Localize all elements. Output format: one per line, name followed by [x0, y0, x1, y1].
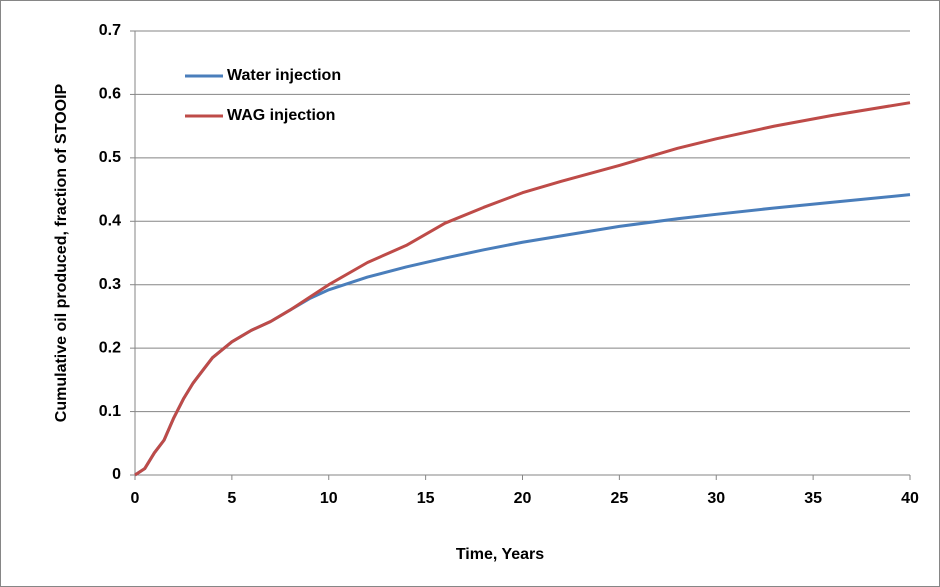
x-tick-label: 30 [707, 490, 725, 507]
y-tick-label: 0 [112, 466, 121, 483]
x-axis-title: Time, Years [456, 546, 544, 563]
x-tick-label: 20 [514, 490, 532, 507]
y-tick-label: 0.5 [99, 149, 121, 166]
legend-label: WAG injection [227, 107, 335, 124]
y-tick-label: 0.4 [99, 213, 121, 230]
series-line [134, 101, 911, 477]
x-tick-label: 35 [804, 490, 822, 507]
legend-label: Water injection [227, 67, 341, 84]
y-tick-label: 0.2 [99, 339, 121, 356]
y-tick-label: 0.3 [99, 276, 121, 293]
x-tick-label: 25 [610, 490, 628, 507]
x-tick-label: 5 [227, 490, 236, 507]
y-tick-label: 0.1 [99, 403, 121, 420]
x-tick-label: 15 [417, 490, 435, 507]
x-tick-label: 40 [901, 490, 919, 507]
y-tick-label: 0.7 [99, 22, 121, 39]
x-tick-label: 0 [131, 490, 140, 507]
y-axis-title: Cumulative oil produced, fraction of STO… [53, 83, 70, 422]
y-tick-label: 0.6 [99, 86, 121, 103]
x-tick-label: 10 [320, 490, 338, 507]
